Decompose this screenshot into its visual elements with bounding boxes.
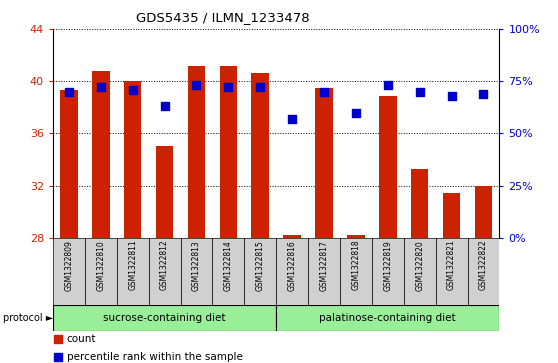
Bar [92,71,109,238]
Bar [443,193,460,238]
Point [97,85,105,90]
Text: GSM1322812: GSM1322812 [160,240,169,290]
Bar [181,238,213,305]
Text: GSM1322809: GSM1322809 [65,240,74,291]
Text: GSM1322813: GSM1322813 [192,240,201,290]
Text: palatinose-containing diet: palatinose-containing diet [320,313,456,323]
Point [224,85,233,90]
Bar [244,238,276,305]
Bar [347,235,365,238]
Text: GSM1322814: GSM1322814 [224,240,233,290]
Text: GSM1322816: GSM1322816 [288,240,297,290]
Text: GSM1322811: GSM1322811 [128,240,137,290]
Text: GSM1322820: GSM1322820 [415,240,424,290]
Text: sucrose-containing diet: sucrose-containing diet [103,313,226,323]
Bar [468,238,499,305]
Bar [85,238,117,305]
Text: GSM1322818: GSM1322818 [352,240,360,290]
Point [54,336,62,342]
Point [54,354,62,359]
Text: GSM1322821: GSM1322821 [447,240,456,290]
Bar [315,88,333,238]
Text: GSM1322819: GSM1322819 [383,240,392,290]
Text: count: count [66,334,96,344]
Text: GDS5435 / ILMN_1233478: GDS5435 / ILMN_1233478 [136,11,310,24]
Bar [276,305,499,331]
Point [383,82,392,88]
Text: GSM1322817: GSM1322817 [320,240,329,290]
Point [288,116,297,122]
Bar [187,66,205,238]
Bar [308,238,340,305]
Point [192,82,201,88]
Point [447,93,456,99]
Text: GSM1322815: GSM1322815 [256,240,264,290]
Point [352,110,360,115]
Bar [117,238,148,305]
Text: GSM1322822: GSM1322822 [479,240,488,290]
Bar [156,146,174,238]
Bar [53,238,85,305]
Bar [379,95,397,238]
Bar [124,81,142,238]
Bar [475,185,492,238]
Bar [252,73,269,238]
Text: GSM1322810: GSM1322810 [97,240,105,290]
Bar [283,235,301,238]
Point [160,103,169,109]
Bar [148,238,181,305]
Point [128,87,137,93]
Text: percentile rank within the sample: percentile rank within the sample [66,351,242,362]
Bar [53,305,276,331]
Point [320,89,329,95]
Text: protocol ►: protocol ► [3,313,53,323]
Bar [220,66,237,238]
Bar [436,238,468,305]
Bar [411,169,429,238]
Point [65,89,74,95]
Point [479,91,488,97]
Bar [276,238,308,305]
Bar [60,90,78,238]
Bar [404,238,436,305]
Bar [340,238,372,305]
Bar [372,238,404,305]
Bar [213,238,244,305]
Point [415,89,424,95]
Point [256,85,264,90]
